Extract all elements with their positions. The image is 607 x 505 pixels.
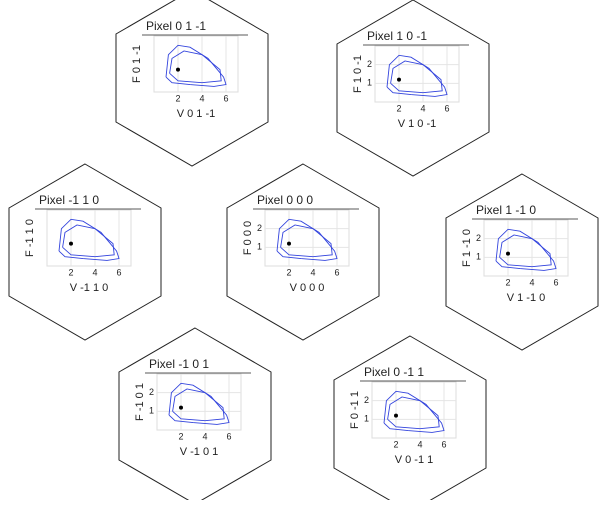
- y-tick-label: 2: [367, 59, 372, 69]
- y-axis-label: F -1 0 1: [134, 383, 146, 421]
- x-axis-label: V 0 -1 1: [395, 454, 434, 466]
- y-axis-label: F -1 1 0: [24, 219, 36, 257]
- cycle-line: [276, 218, 338, 261]
- y-tick-label: 2: [364, 395, 369, 405]
- y-axis-label: F 0 1 -1: [131, 45, 143, 83]
- chart-title: Pixel -1 0 1: [149, 357, 209, 371]
- plot-area: [156, 373, 242, 431]
- y-tick-label: 2: [257, 223, 262, 233]
- chart-title: Pixel 0 -1 1: [364, 365, 424, 379]
- x-tick-label: 6: [334, 267, 339, 277]
- cycle-line: [386, 54, 448, 97]
- cycle-line: [168, 382, 230, 425]
- chart-title: Pixel 0 1 -1: [146, 19, 206, 33]
- x-tick-label: 2: [286, 267, 291, 277]
- chart-title: Pixel 1 -1 0: [476, 203, 536, 217]
- state-point: [506, 251, 510, 256]
- x-tick-label: 6: [116, 267, 121, 277]
- chart-title: Pixel 1 0 -1: [367, 29, 427, 43]
- x-axis-label: V 1 0 -1: [398, 118, 437, 130]
- x-tick-label: 2: [178, 431, 183, 441]
- y-tick-label: 1: [257, 242, 262, 252]
- x-tick-label: 6: [553, 277, 558, 287]
- state-point: [179, 405, 183, 410]
- y-axis-label: F 0 -1 1: [349, 391, 361, 429]
- state-point: [287, 241, 291, 246]
- plot-area: [46, 209, 132, 267]
- cycle-line: [165, 44, 227, 87]
- plot-area: [483, 219, 569, 277]
- y-axis-label: F 1 -1 0: [461, 229, 473, 267]
- state-point: [69, 241, 73, 246]
- x-tick-label: 2: [393, 439, 398, 449]
- x-tick-label: 6: [441, 439, 446, 449]
- y-tick-label: 1: [149, 406, 154, 416]
- y-axis-label: F 1 0 -1: [352, 55, 364, 93]
- y-axis-label: F 0 0 0: [242, 221, 254, 255]
- cycle-line: [169, 50, 222, 84]
- chart-title: Pixel 0 0 0: [257, 193, 313, 207]
- x-tick-label: 2: [396, 103, 401, 113]
- y-tick-label: 2: [149, 387, 154, 397]
- x-tick-label: 6: [226, 431, 231, 441]
- x-tick-label: 4: [529, 277, 534, 287]
- y-tick-label: 2: [476, 233, 481, 243]
- x-axis-label: V 0 1 -1: [177, 108, 216, 120]
- y-tick-label: 1: [364, 414, 369, 424]
- x-tick-label: 4: [202, 431, 207, 441]
- y-tick-label: 1: [476, 252, 481, 262]
- x-tick-label: 4: [199, 93, 204, 103]
- x-tick-label: 6: [444, 103, 449, 113]
- state-point: [176, 67, 180, 72]
- x-tick-label: 4: [92, 267, 97, 277]
- x-tick-label: 2: [68, 267, 73, 277]
- chart-title: Pixel -1 1 0: [39, 193, 99, 207]
- x-tick-label: 6: [223, 93, 228, 103]
- plot-area: [153, 35, 239, 93]
- x-tick-label: 2: [175, 93, 180, 103]
- cycle-line: [387, 396, 440, 430]
- x-tick-label: 4: [417, 439, 422, 449]
- plot-area: [374, 45, 460, 103]
- cycle-line: [280, 224, 333, 258]
- x-axis-label: V -1 0 1: [180, 446, 219, 458]
- state-point: [397, 77, 401, 82]
- x-axis-label: V 1 -1 0: [507, 292, 546, 304]
- y-tick-label: 1: [367, 78, 372, 88]
- cycle-line: [495, 228, 557, 271]
- cycle-line: [383, 390, 445, 433]
- x-tick-label: 4: [310, 267, 315, 277]
- plot-area: [264, 209, 350, 267]
- x-tick-label: 4: [420, 103, 425, 113]
- plot-area: [371, 381, 457, 439]
- cycle-line: [499, 234, 552, 268]
- cycle-line: [58, 218, 120, 261]
- x-axis-label: V 0 0 0: [290, 282, 325, 294]
- x-tick-label: 2: [505, 277, 510, 287]
- cycle-line: [62, 224, 115, 258]
- cycle-line: [390, 60, 443, 94]
- cycle-line: [172, 388, 225, 422]
- x-axis-label: V -1 1 0: [70, 282, 109, 294]
- state-point: [394, 413, 398, 418]
